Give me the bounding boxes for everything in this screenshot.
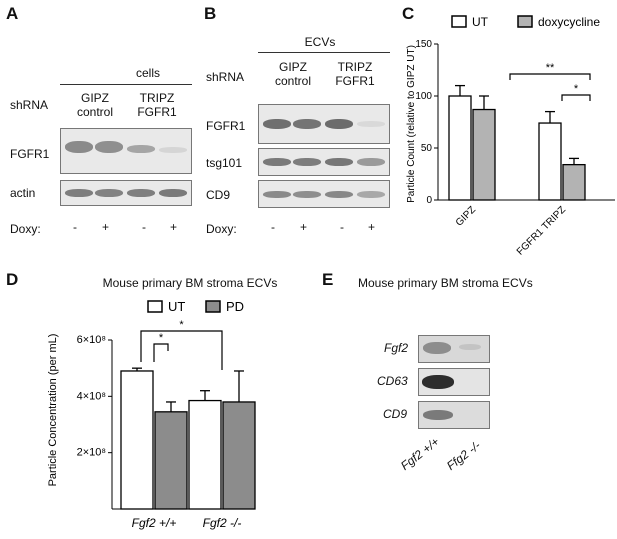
panel-b-col2-line1: TRIPZ: [337, 60, 373, 74]
panel-e-fgf2-blot: [418, 335, 490, 363]
panel-b-cd9-blot: [258, 180, 390, 208]
significance-bracket: [140, 330, 223, 370]
panel-a-doxy-sign: +: [170, 220, 178, 234]
y-tick-label: 150: [415, 39, 432, 50]
panel-e-title: Mouse primary BM stroma ECVs: [358, 276, 533, 290]
panel-e-letter: E: [322, 270, 334, 289]
panel-e-cd63-blot: [418, 368, 490, 396]
panel-a-actin-blot: [60, 180, 192, 206]
bar: [538, 122, 562, 201]
panel-a-blot-label-fgfr1: FGFR1: [10, 147, 50, 161]
x-tick-label: GIPZ: [454, 204, 478, 228]
panel-b-blot-label-fgfr1: FGFR1: [206, 119, 246, 133]
panel-d-title: Mouse primary BM stroma ECVs: [102, 276, 278, 290]
panel-c-chart: Particle Count (relative to GIPZ UT) 0 50…: [406, 15, 615, 258]
significance-marker: *: [179, 319, 184, 331]
panel-b-blot-label-cd9: CD9: [206, 188, 231, 202]
panel-d-letter: D: [6, 270, 19, 289]
bar: [472, 108, 496, 201]
y-tick-label: 100: [415, 91, 432, 102]
panel-b-col1-line2: control: [274, 74, 312, 88]
panel-a-doxy-sign: -: [73, 220, 77, 234]
panel-b-doxy-sign: -: [271, 220, 275, 234]
x-tick-label: FGFR1 TRIPZ: [515, 204, 568, 257]
panel-b-col1-line1: GIPZ: [278, 60, 307, 74]
bar: [562, 163, 586, 201]
legend-label: UT: [472, 15, 489, 29]
significance-bracket: [561, 94, 591, 101]
legend-label: UT: [168, 299, 185, 314]
panel-a-col1-label: GIPZ control: [68, 91, 122, 119]
bar: [120, 370, 154, 510]
panel-e-row-label-cd9: CD9: [383, 407, 408, 421]
panel-b-tsg101-blot: [258, 148, 390, 176]
legend-label: PD: [226, 299, 244, 314]
panel-a-col1-line2: control: [76, 105, 114, 119]
y-tick-label: 2×10⁸: [77, 447, 106, 459]
panel-b-doxy-sign: -: [340, 220, 344, 234]
significance-bracket: [509, 73, 591, 80]
panel-a-col2-line2: FGFR1: [137, 105, 177, 119]
panel-d-chart: Particle Concentration (per mL) 2×10⁸ 4×1…: [47, 299, 256, 530]
panel-e-cd9-blot: [418, 401, 490, 429]
panel-a-group-line: [60, 84, 192, 85]
panel-b-group-label: ECVs: [304, 35, 336, 49]
panel-a-blot-label-actin: actin: [10, 186, 36, 200]
y-tick-label: 0: [426, 195, 432, 206]
legend-label: doxycycline: [538, 15, 600, 29]
legend-swatch: [147, 300, 163, 313]
panel-a-shrna-label: shRNA: [10, 98, 49, 112]
panel-b-col2-line2: FGFR1: [335, 74, 375, 88]
legend-swatch: [205, 300, 221, 313]
panel-b-col2-label: TRIPZ FGFR1: [328, 60, 382, 88]
panel-b-letter: B: [204, 4, 217, 23]
significance-bracket: [153, 343, 169, 362]
significance-marker: **: [546, 62, 555, 74]
panel-a-group-label: cells: [135, 66, 160, 80]
panel-a-col2-label: TRIPZ FGFR1: [130, 91, 184, 119]
panel-a-doxy-sign: +: [102, 220, 110, 234]
bar: [448, 95, 472, 201]
panel-a-col2-line1: TRIPZ: [139, 91, 175, 105]
panel-e-row-label-cd63: CD63: [377, 374, 408, 388]
legend-swatch: [517, 15, 533, 28]
panel-a-doxy-sign: -: [142, 220, 146, 234]
panel-d-ylabel: Particle Concentration (per mL): [47, 334, 59, 487]
legend-swatch: [451, 15, 467, 28]
panel-a-fgfr1-blot: [60, 128, 192, 174]
panel-b-doxy-label: Doxy:: [206, 222, 237, 236]
panel-c-letter: C: [402, 4, 415, 23]
panel-a-doxy-label: Doxy:: [10, 222, 41, 236]
y-tick-label: 6×10⁸: [77, 334, 106, 346]
panel-b-fgfr1-blot: [258, 104, 390, 144]
y-tick-label: 4×10⁸: [77, 390, 106, 402]
panel-c-ylabel: Particle Count (relative to GIPZ UT): [406, 45, 417, 203]
bar: [154, 411, 188, 510]
x-tick-label: Fgf2 -/-: [203, 516, 242, 530]
significance-marker: *: [574, 83, 579, 95]
panel-b-group-line: [258, 52, 390, 53]
panel-a-letter: A: [6, 4, 19, 23]
bar: [222, 401, 256, 510]
panel-b-col1-label: GIPZ control: [266, 60, 320, 88]
panel-a-col1-line1: GIPZ: [80, 91, 109, 105]
significance-marker: *: [159, 332, 164, 344]
x-tick-label: Fgf2 +/+: [132, 516, 177, 530]
panel-b-blot-label-tsg101: tsg101: [206, 156, 243, 170]
y-tick-label: 50: [421, 143, 433, 154]
panel-e-col-label-ko: Ffg2 -/-: [444, 438, 484, 474]
panel-e-col-label-wt: Fgf2 +/+: [398, 434, 442, 474]
bar: [188, 399, 222, 510]
panel-b-doxy-sign: +: [368, 220, 376, 234]
panel-b-doxy-sign: +: [300, 220, 308, 234]
panel-e-row-label-fgf2: Fgf2: [384, 341, 409, 355]
panel-b-shrna-label: shRNA: [206, 70, 245, 84]
